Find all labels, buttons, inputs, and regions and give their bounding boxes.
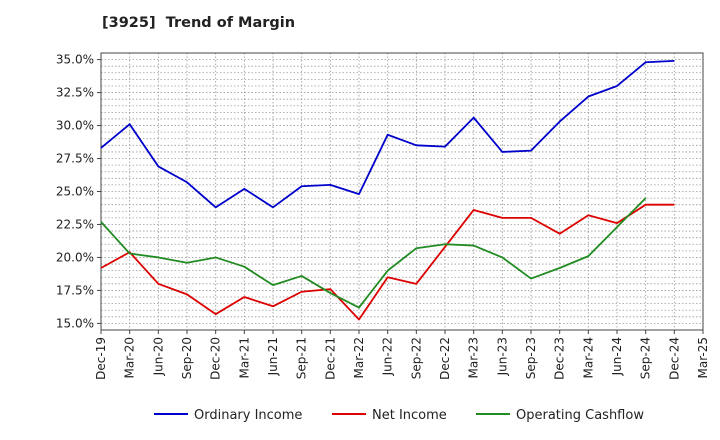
x-tick-label: Dec-21 xyxy=(323,337,337,380)
series-line-net-income xyxy=(100,203,675,321)
y-tick-label: 35.0% xyxy=(56,53,94,67)
y-tick-label: 20.0% xyxy=(56,250,94,264)
x-tick-label: Dec-20 xyxy=(209,337,223,380)
x-tick-label: Mar-20 xyxy=(123,337,137,378)
x-tick-label: Jun-23 xyxy=(495,337,509,376)
x-tick-label: Jun-22 xyxy=(381,337,395,376)
chart-title: [3925] Trend of Margin xyxy=(102,15,296,31)
x-tick-label: Jun-21 xyxy=(266,337,280,376)
x-tick-label: Sep-21 xyxy=(295,337,309,379)
y-tick-label: 32.5% xyxy=(56,86,94,100)
series-line-operating-cashflow xyxy=(100,197,647,309)
series-line-ordinary-income xyxy=(100,60,675,209)
x-tick-label: Mar-23 xyxy=(467,337,481,378)
y-tick-label: 22.5% xyxy=(56,217,94,231)
y-tick-label: 25.0% xyxy=(56,185,94,199)
x-tick-label: Mar-25 xyxy=(696,337,710,378)
legend-label: Operating Cashflow xyxy=(516,408,644,423)
x-tick-label: Jun-24 xyxy=(610,337,624,376)
x-tick-label: Sep-24 xyxy=(639,337,653,379)
x-tick-label: Sep-22 xyxy=(409,337,423,379)
legend-label: Ordinary Income xyxy=(194,408,302,423)
y-tick-label: 15.0% xyxy=(56,316,94,330)
x-tick-label: Dec-19 xyxy=(94,337,108,380)
legend-label: Net Income xyxy=(372,408,447,423)
x-tick-label: Dec-22 xyxy=(438,337,452,380)
x-tick-label: Dec-23 xyxy=(553,337,567,380)
y-tick-label: 30.0% xyxy=(56,119,94,133)
y-tick-label: 17.5% xyxy=(56,283,94,297)
x-tick-label: Mar-22 xyxy=(352,337,366,378)
y-tick-label: 27.5% xyxy=(56,152,94,166)
x-tick-label: Mar-21 xyxy=(237,337,251,378)
x-tick-label: Jun-20 xyxy=(151,337,165,376)
x-tick-label: Sep-23 xyxy=(524,337,538,379)
x-tick-label: Sep-20 xyxy=(180,337,194,379)
x-tick-label: Dec-24 xyxy=(667,337,681,380)
x-tick-label: Mar-24 xyxy=(581,337,595,378)
